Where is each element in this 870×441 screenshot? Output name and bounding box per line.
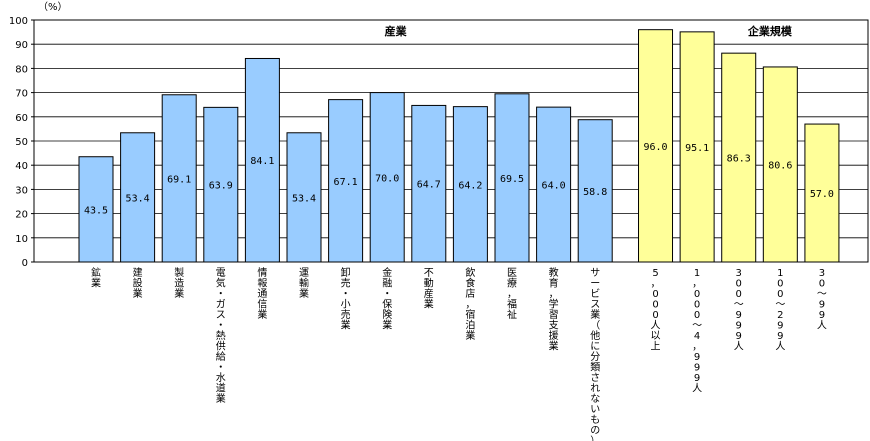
- y-tick-label: 40: [15, 161, 28, 172]
- bar: [679, 31, 715, 263]
- data-label: 53.4: [126, 193, 150, 204]
- y-tick-label: 100: [9, 16, 28, 27]
- bar: [536, 106, 572, 263]
- bar: [286, 132, 322, 263]
- y-tick-label: 90: [15, 40, 28, 51]
- category-label: 建設業: [133, 266, 143, 300]
- y-tick-label: 80: [15, 64, 28, 75]
- category-label: 電気・ガス・熱供給・水道業: [216, 267, 226, 405]
- bar: [638, 29, 674, 263]
- bar: [762, 66, 798, 263]
- category-label: 運輸業: [299, 267, 309, 300]
- data-label: 84.1: [250, 156, 274, 167]
- data-label: 86.3: [727, 154, 751, 165]
- bar: [78, 156, 114, 263]
- category-label: 金融・保険業: [382, 266, 392, 332]
- y-tick-label: 20: [15, 210, 28, 221]
- category-label: 1， 0 0 0 ～ 4， 9 9 9 人: [692, 268, 702, 395]
- data-label: 69.1: [167, 174, 191, 185]
- category-label: 1 0 0 ～ 2 9 9 人: [775, 268, 785, 353]
- bar: [452, 106, 488, 263]
- category-label: 鉱業: [91, 266, 101, 290]
- bar: [411, 104, 447, 263]
- group-label: 産業: [385, 24, 408, 38]
- data-label: 69.5: [500, 174, 524, 185]
- data-label: 96.0: [643, 142, 667, 153]
- data-label: 64.0: [542, 181, 566, 192]
- bar: [244, 57, 280, 263]
- data-label: 53.4: [292, 193, 316, 204]
- category-label: 3 0 0 ～ 9 9 9 人: [734, 268, 744, 353]
- category-label: 卸売・小売業: [341, 266, 351, 332]
- bar: [721, 52, 757, 263]
- category-label: 製造業: [174, 266, 184, 300]
- bar: [120, 132, 156, 263]
- data-label: 95.1: [685, 143, 709, 154]
- data-label: 80.6: [768, 160, 792, 171]
- bar: [328, 99, 364, 263]
- category-label: 医療，福祉: [507, 267, 517, 321]
- category-label: 3 0 ～ 9 9 人: [817, 268, 827, 332]
- data-label: 57.0: [810, 189, 834, 200]
- y-tick-label: 60: [15, 113, 28, 124]
- bar: [804, 123, 840, 263]
- y-tick-label: 0: [22, 258, 28, 269]
- bar: [577, 119, 613, 263]
- category-label: 不動産業: [424, 268, 434, 311]
- category-labels: 鉱業 建設業 製造業 電気・ガス・熱供給・水道業 情報通信業 運輸業 卸売・小売業 金融・保険…: [91, 266, 827, 441]
- data-label: 64.2: [458, 180, 482, 191]
- data-label: 43.5: [84, 205, 108, 216]
- data-label: 70.0: [375, 173, 399, 184]
- category-label: 飲食店，宿泊業: [465, 266, 475, 342]
- y-tick-label: 10: [15, 234, 28, 245]
- category-label: 5， 0 0 0 人以上: [651, 268, 661, 353]
- category-label: サービス業（他に分類されないもの）: [590, 267, 600, 441]
- bar: [369, 92, 405, 263]
- data-label: 64.7: [417, 180, 441, 191]
- category-label: 情報通信業: [257, 266, 267, 321]
- group-labels: 産業 企業規模: [385, 24, 793, 38]
- data-label: 63.9: [209, 181, 233, 192]
- y-axis-unit-label: （%）: [38, 1, 68, 13]
- y-axis-ticks: 0 10 20 30 40 50 60 70 80 90 100: [9, 16, 34, 269]
- bar: [494, 93, 530, 263]
- bar: [161, 94, 197, 263]
- y-tick-label: 50: [15, 137, 28, 148]
- bars: 43.5 53.4 69.1 63.9 84.1 53.4 67.1 70.0 64.7 64.2…: [78, 29, 840, 263]
- data-label: 58.8: [583, 187, 607, 198]
- y-tick-label: 30: [15, 185, 28, 196]
- group-label: 企業規模: [747, 24, 793, 38]
- data-label: 67.1: [334, 177, 358, 188]
- bar: [203, 106, 239, 263]
- category-label: 教育，学習支援業: [549, 266, 559, 353]
- y-tick-label: 70: [15, 89, 28, 100]
